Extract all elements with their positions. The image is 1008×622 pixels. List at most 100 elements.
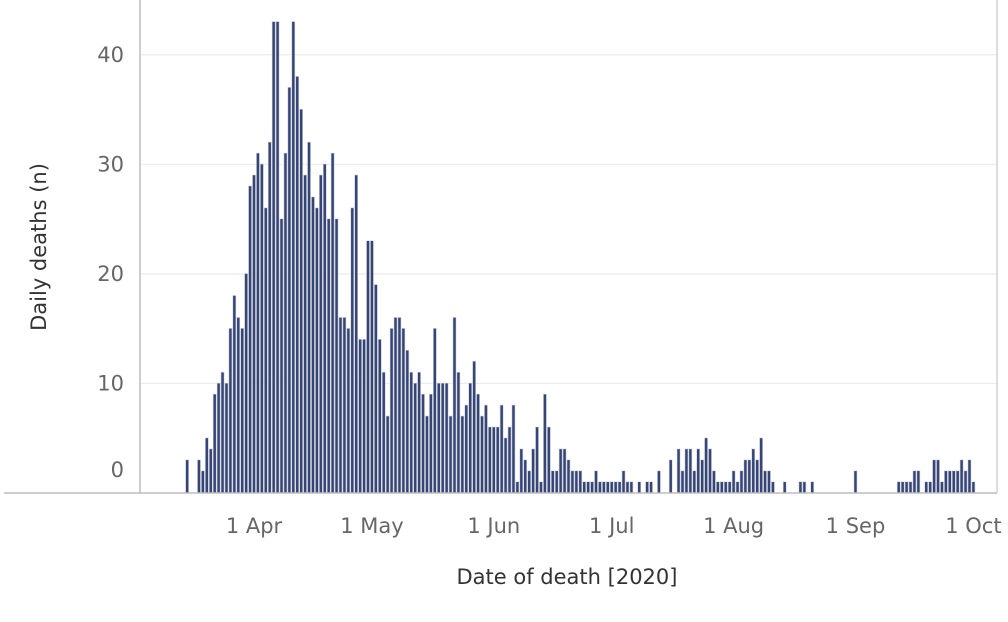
bar — [547, 427, 551, 493]
bar — [469, 383, 472, 493]
bar — [669, 460, 672, 493]
bar — [571, 471, 574, 493]
bar — [240, 328, 244, 493]
bar — [315, 208, 319, 493]
bar — [354, 175, 358, 494]
bar — [952, 471, 955, 493]
bar — [496, 427, 499, 493]
bar — [763, 471, 767, 493]
bar — [205, 438, 209, 493]
bar — [213, 394, 216, 493]
bar — [520, 449, 523, 493]
bar — [197, 460, 201, 493]
y-tick-label: 30 — [97, 152, 124, 176]
bar — [614, 482, 617, 493]
bar — [276, 21, 279, 494]
x-tick-label: 1 Jun — [467, 514, 520, 538]
bar — [299, 109, 303, 494]
bar — [425, 416, 429, 493]
bar — [185, 460, 189, 493]
bar — [284, 153, 287, 493]
bar — [484, 405, 488, 493]
x-tick-label: 1 Aug — [703, 514, 764, 538]
bar — [374, 284, 378, 493]
bar — [461, 416, 464, 493]
bar — [323, 164, 326, 494]
bar — [583, 482, 586, 493]
bar — [386, 416, 389, 493]
bar — [390, 328, 393, 493]
y-tick-label: 20 — [97, 262, 124, 286]
bar — [347, 328, 350, 493]
bar — [948, 471, 952, 493]
bar — [233, 295, 236, 493]
x-tick-label: 1 May — [340, 514, 403, 538]
bar — [410, 372, 413, 493]
bar — [771, 482, 775, 493]
y-tick-label: 0 — [111, 458, 124, 482]
bar — [288, 87, 291, 494]
bar — [716, 482, 720, 493]
bar — [956, 471, 959, 493]
bar — [201, 471, 205, 493]
bar — [248, 186, 252, 493]
bar — [303, 175, 307, 494]
bar — [319, 175, 323, 494]
bar — [645, 482, 649, 493]
bar — [244, 273, 248, 493]
bar — [657, 471, 661, 493]
bar — [783, 482, 786, 493]
bar — [421, 394, 425, 493]
bar — [209, 449, 212, 493]
bar — [311, 197, 315, 493]
bar — [252, 175, 256, 494]
bar — [610, 482, 613, 493]
bar — [638, 482, 641, 493]
bar — [590, 482, 594, 493]
x-tick-label: 1 Sep — [826, 514, 886, 538]
bar — [567, 460, 570, 493]
bar — [476, 394, 480, 493]
bar — [944, 471, 948, 493]
y-axis-ticks: 0 10 20 30 40 — [97, 43, 124, 482]
bar — [740, 471, 743, 493]
x-tick-label: 1 Apr — [226, 514, 283, 538]
bar — [925, 482, 928, 493]
bar — [433, 328, 437, 493]
bar — [905, 482, 908, 493]
bar — [406, 350, 409, 493]
bar — [331, 153, 334, 493]
bar — [453, 317, 456, 493]
bar — [551, 471, 554, 493]
bar — [441, 383, 444, 493]
bar — [681, 471, 684, 493]
bar — [728, 482, 731, 493]
bar — [339, 317, 342, 493]
y-tick-label: 10 — [97, 371, 124, 395]
bar — [693, 471, 696, 493]
bar — [968, 460, 971, 493]
bar — [972, 482, 975, 493]
bar — [697, 449, 700, 493]
bar — [351, 208, 354, 493]
bar — [539, 482, 543, 493]
bar — [296, 76, 299, 493]
bar — [268, 142, 271, 493]
bar — [586, 482, 590, 493]
y-tick-label: 40 — [97, 43, 124, 67]
bar — [744, 460, 747, 493]
bar — [260, 164, 264, 494]
bar — [759, 438, 763, 493]
bar — [488, 427, 492, 493]
bar — [940, 482, 944, 493]
bar — [457, 372, 460, 493]
bar — [217, 383, 220, 493]
bar — [618, 482, 621, 493]
bar — [327, 219, 330, 493]
bar — [909, 482, 912, 493]
bar — [563, 449, 566, 493]
bar — [602, 482, 606, 493]
bar — [500, 405, 503, 493]
bar — [229, 328, 232, 493]
bar — [913, 471, 916, 493]
